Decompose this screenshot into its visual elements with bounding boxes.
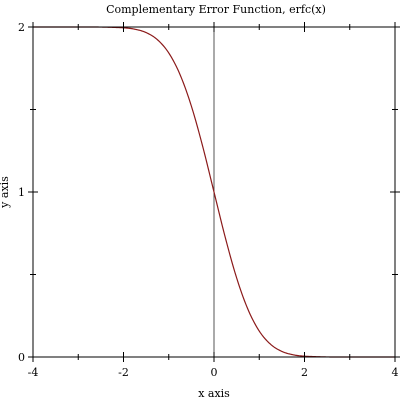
x-tick-label: 2: [301, 366, 308, 379]
y-tick-label: 2: [18, 21, 25, 34]
chart-title: Complementary Error Function, erfc(x): [106, 3, 326, 16]
y-tick-label: 1: [18, 186, 25, 199]
y-tick-label: 0: [18, 351, 25, 364]
y-axis-label: y axis: [0, 176, 11, 209]
x-tick-label: -4: [28, 366, 39, 379]
x-tick-labels: -4 -2 0 2 4: [28, 366, 399, 379]
x-tick-label: 0: [211, 366, 218, 379]
x-tick-label: -2: [118, 366, 129, 379]
x-tick-label: 4: [392, 366, 399, 379]
y-tick-labels: 0 1 2: [18, 21, 25, 364]
x-axis-label: x axis: [198, 387, 230, 400]
tick-marks: [28, 22, 400, 362]
